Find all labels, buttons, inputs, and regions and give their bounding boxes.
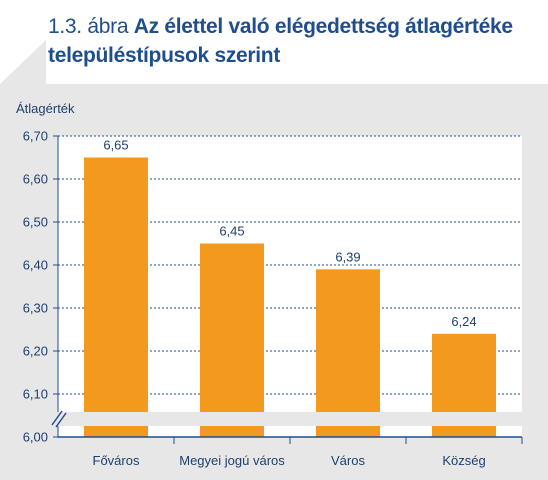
bar-1 [84,157,148,437]
category-label: Főváros [93,453,140,468]
title-area: 1.3. ábra Az élettel való elégedettség á… [0,0,548,84]
category-label: Város [331,453,365,468]
category-label: Megyei jogú város [179,453,285,468]
y-axis-label: Átlagérték [16,101,75,116]
bar-2 [200,243,264,437]
value-label: 6,45 [219,224,244,239]
corner-decoration [0,40,46,84]
figure-title-text: Az élettel való elégedettség átlagértéke… [48,15,513,67]
y-tick-label: 6,10 [23,387,48,402]
figure-title: 1.3. ábra Az élettel való elégedettség á… [48,12,543,70]
y-tick-label: 6,40 [23,258,48,273]
y-tick-label: 6,70 [23,129,48,144]
figure-number: 1.3. ábra [48,15,129,38]
y-tick-label: 6,00 [23,430,48,445]
y-tick-label: 6,30 [23,301,48,316]
axis-break-band [52,412,522,426]
axis-break-mark [51,410,63,426]
axis-break-mark [55,412,67,428]
y-tick-label: 6,60 [23,172,48,187]
y-tick-label: 6,20 [23,344,48,359]
value-label: 6,24 [451,314,476,329]
bar-3 [316,269,380,437]
y-tick-label: 6,50 [23,215,48,230]
value-label: 6,65 [103,138,128,153]
category-label: Község [442,453,485,468]
value-label: 6,39 [335,249,360,264]
